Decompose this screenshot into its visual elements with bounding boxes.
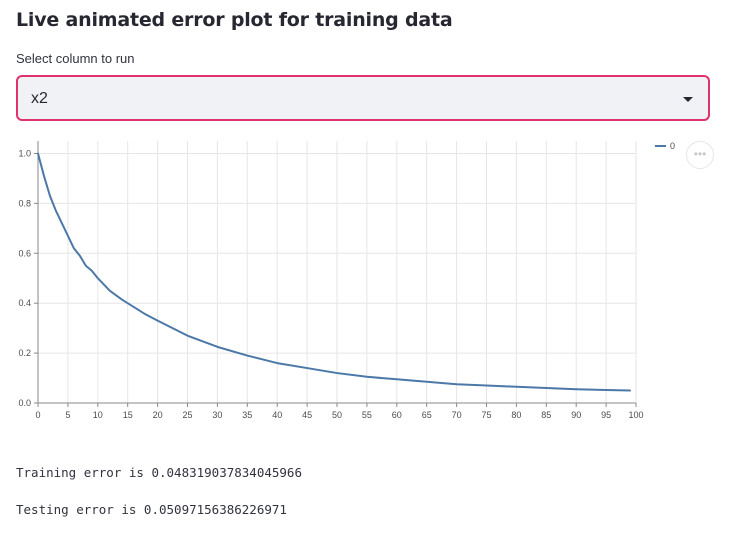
x-tick-label: 55 — [362, 410, 372, 420]
chevron-down-icon — [683, 97, 693, 102]
x-tick-label: 85 — [541, 410, 551, 420]
column-select[interactable]: x2 — [16, 75, 710, 121]
x-tick-label: 45 — [302, 410, 312, 420]
legend-label: 0 — [670, 141, 675, 151]
chart-svg: 0 5 10 15 20 25 30 35 40 45 50 55 60 65 70 75 80 85 90 95 10… — [18, 141, 675, 420]
more-horizontal-icon[interactable]: ••• — [686, 141, 714, 169]
y-tick-label: 0.2 — [18, 348, 31, 358]
series-line — [37, 152, 632, 392]
x-tick-label: 30 — [212, 410, 222, 420]
y-tick-label: 0.6 — [18, 248, 31, 258]
x-tick-label: 65 — [422, 410, 432, 420]
y-tick-label: 0.0 — [18, 398, 31, 408]
x-tick-label: 90 — [571, 410, 581, 420]
select-value: x2 — [31, 90, 48, 107]
x-tick-label: 25 — [182, 410, 192, 420]
x-tick-label: 50 — [332, 410, 342, 420]
x-tick-label: 15 — [123, 410, 133, 420]
y-tick-label: 1.0 — [18, 148, 31, 158]
error-chart[interactable]: 0 5 10 15 20 25 30 35 40 45 50 55 60 65 70 75 80 85 90 95 10… — [0, 135, 744, 435]
page-title: Live animated error plot for training da… — [16, 9, 453, 31]
x-tick-label: 10 — [93, 410, 103, 420]
testing-error-text: Testing error is 0.05097156386226971 — [16, 502, 287, 517]
x-tick-label: 5 — [65, 410, 70, 420]
x-tick-label: 70 — [452, 410, 462, 420]
x-tick-label: 75 — [481, 410, 491, 420]
select-label: Select column to run — [16, 51, 135, 66]
x-tick-label: 80 — [511, 410, 521, 420]
training-error-text: Training error is 0.048319037834045966 — [16, 465, 302, 480]
x-tick-label: 0 — [35, 410, 40, 420]
x-tick-label: 40 — [272, 410, 282, 420]
y-tick-label: 0.8 — [18, 198, 31, 208]
x-tick-label: 35 — [242, 410, 252, 420]
y-tick-label: 0.4 — [18, 298, 31, 308]
x-tick-label: 95 — [601, 410, 611, 420]
x-tick-label: 100 — [628, 410, 643, 420]
x-tick-label: 20 — [153, 410, 163, 420]
x-tick-label: 60 — [392, 410, 402, 420]
